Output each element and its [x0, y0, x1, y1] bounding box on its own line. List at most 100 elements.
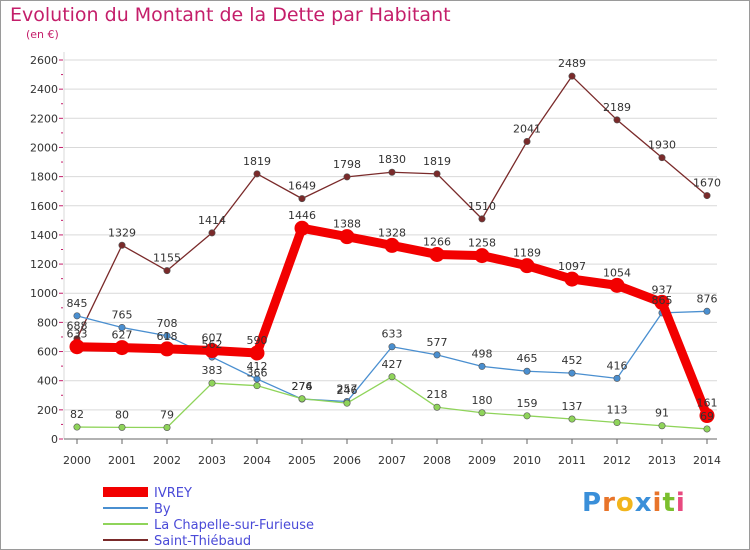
data-label: 246 [337, 384, 358, 397]
data-point [343, 173, 351, 181]
data-label: 845 [67, 297, 88, 310]
data-point [433, 351, 441, 359]
x-tick-label: 2008 [423, 454, 451, 467]
data-point [384, 237, 400, 253]
data-label: 452 [562, 354, 583, 367]
data-label: 688 [67, 320, 88, 333]
data-point [523, 367, 531, 375]
data-point [163, 332, 171, 340]
data-point [294, 220, 310, 236]
y-tick-label: 2600 [30, 54, 58, 67]
y-tick-label: 0 [51, 433, 58, 446]
x-tick-label: 2004 [243, 454, 271, 467]
data-label: 161 [697, 397, 718, 410]
x-tick-label: 2005 [288, 454, 316, 467]
data-label: 1266 [423, 235, 451, 248]
data-label: 1649 [288, 180, 316, 193]
y-tick-label: 1600 [30, 200, 58, 213]
logo-letter: i [652, 488, 663, 518]
data-label: 1798 [333, 158, 361, 171]
chart-title: Evolution du Montant de la Dette par Hab… [10, 4, 451, 26]
data-label: 765 [112, 308, 133, 321]
x-tick-label: 2007 [378, 454, 406, 467]
y-tick-label: 1200 [30, 258, 58, 271]
data-point [253, 382, 261, 390]
data-point [118, 323, 126, 331]
data-point [118, 423, 126, 431]
data-point [658, 422, 666, 430]
y-tick-label: 1400 [30, 229, 58, 242]
data-label: 416 [607, 359, 628, 372]
data-label: 1155 [153, 252, 181, 265]
data-label: 69 [700, 410, 714, 423]
x-axis-ticks: 2000 2001 2002 2003 2004 2005 2006 2007 2008 2009… [63, 439, 721, 467]
data-point [699, 408, 715, 424]
data-label: 1819 [243, 155, 271, 168]
data-point [73, 423, 81, 431]
x-tick-label: 2012 [603, 454, 631, 467]
data-point [388, 343, 396, 351]
data-label: 274 [292, 380, 313, 393]
data-label: 82 [70, 408, 84, 421]
data-label: 627 [112, 329, 133, 342]
x-tick-label: 2011 [558, 454, 586, 467]
data-label: 577 [427, 336, 448, 349]
data-point [613, 116, 621, 124]
x-tick-label: 2000 [63, 454, 91, 467]
data-label: 1819 [423, 155, 451, 168]
data-label: 137 [562, 400, 583, 413]
data-label: 159 [517, 397, 538, 410]
data-point [73, 312, 81, 320]
data-point [433, 403, 441, 411]
data-point [478, 409, 486, 417]
data-label: 590 [247, 334, 268, 347]
data-label: 1329 [108, 226, 136, 239]
grid-lines [64, 59, 717, 440]
data-point [339, 229, 355, 245]
data-point [519, 258, 535, 274]
data-label: 633 [67, 328, 88, 341]
y-tick-label: 400 [37, 375, 58, 388]
data-label: 1670 [693, 177, 721, 190]
x-tick-label: 2003 [198, 454, 226, 467]
data-point [298, 395, 306, 403]
data-label: 218 [427, 388, 448, 401]
data-label: 876 [697, 292, 718, 305]
y-tick-label: 1800 [30, 171, 58, 184]
x-tick-label: 2013 [648, 454, 676, 467]
data-point [658, 154, 666, 162]
data-label: 1097 [558, 260, 586, 273]
y-axis-ticks: 0 200 400 600 800 1000 1200 1400 1600 1800 2000 220… [30, 54, 63, 446]
logo-letter: x [634, 488, 653, 518]
legend-label: IVREY [154, 486, 192, 501]
data-label: 1414 [198, 214, 226, 227]
data-label: 465 [517, 352, 538, 365]
logo-letter: P [582, 488, 603, 518]
y-tick-label: 800 [37, 316, 58, 329]
data-label: 1388 [333, 218, 361, 231]
data-label: 1189 [513, 247, 541, 260]
data-label: 80 [115, 408, 129, 421]
data-label: 383 [202, 364, 223, 377]
data-point [114, 340, 130, 356]
data-label: 937 [652, 283, 673, 296]
legend-label: La Chapelle-sur-Furieuse [154, 518, 314, 533]
data-point [523, 412, 531, 420]
logo-letter: i [675, 488, 686, 518]
data-label: 2489 [558, 57, 586, 70]
data-label: 180 [472, 394, 493, 407]
data-label: 1328 [378, 226, 406, 239]
data-point [429, 246, 445, 262]
logo-letter: t [662, 488, 676, 518]
logo-letter: r [602, 488, 616, 518]
data-point [474, 248, 490, 264]
logo-letter: o [615, 488, 635, 518]
data-labels: 688 1329 1155 1414 1819 1649 1798 1830 1819 1510 2… [67, 57, 722, 423]
data-point [253, 375, 261, 383]
data-label: 2041 [513, 122, 541, 135]
data-point [568, 415, 576, 423]
axes [63, 52, 717, 440]
